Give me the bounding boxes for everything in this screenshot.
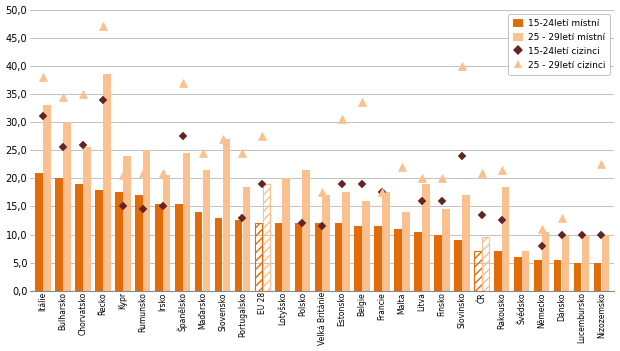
Bar [594,263,601,291]
Legend: 15-24letí místní, 25 - 29letí místní, 15-24letí cizinci, 25 - 29letí cizinci: 15-24letí místní, 25 - 29letí místní, 15… [508,14,610,74]
Bar [502,187,510,291]
Bar [183,153,190,291]
Bar [542,232,549,291]
Bar [83,147,91,291]
Bar [203,170,210,291]
Bar [235,220,242,291]
Bar [382,192,390,291]
Bar [255,223,262,291]
Bar [335,223,342,291]
Bar [514,257,521,291]
Bar [601,234,609,291]
Bar [175,204,182,291]
Bar [454,240,462,291]
Bar [303,170,310,291]
Bar [215,218,223,291]
Bar [582,234,589,291]
Bar [314,223,322,291]
Bar [322,195,330,291]
Bar [195,212,203,291]
Bar [462,195,469,291]
Bar [414,232,422,291]
Bar [43,105,51,291]
Bar [115,192,123,291]
Bar [474,251,482,291]
Bar [402,212,410,291]
Bar [123,156,130,291]
Bar [574,263,582,291]
Bar [275,223,282,291]
Bar [103,74,110,291]
Bar [143,150,151,291]
Bar [283,178,290,291]
Bar [522,251,529,291]
Bar [374,226,382,291]
Bar [63,122,71,291]
Bar [262,184,270,291]
Bar [75,184,83,291]
Bar [554,260,562,291]
Bar [422,184,430,291]
Bar [135,195,143,291]
Bar [242,187,250,291]
Bar [355,226,362,291]
Bar [394,229,402,291]
Bar [482,237,490,291]
Bar [562,234,569,291]
Bar [534,260,541,291]
Bar [442,209,450,291]
Bar [155,204,162,291]
Bar [434,234,442,291]
Bar [163,176,170,291]
Bar [55,178,63,291]
Bar [95,190,103,291]
Bar [294,223,302,291]
Bar [494,251,502,291]
Bar [223,139,230,291]
Bar [35,173,43,291]
Bar [362,201,370,291]
Bar [342,192,350,291]
